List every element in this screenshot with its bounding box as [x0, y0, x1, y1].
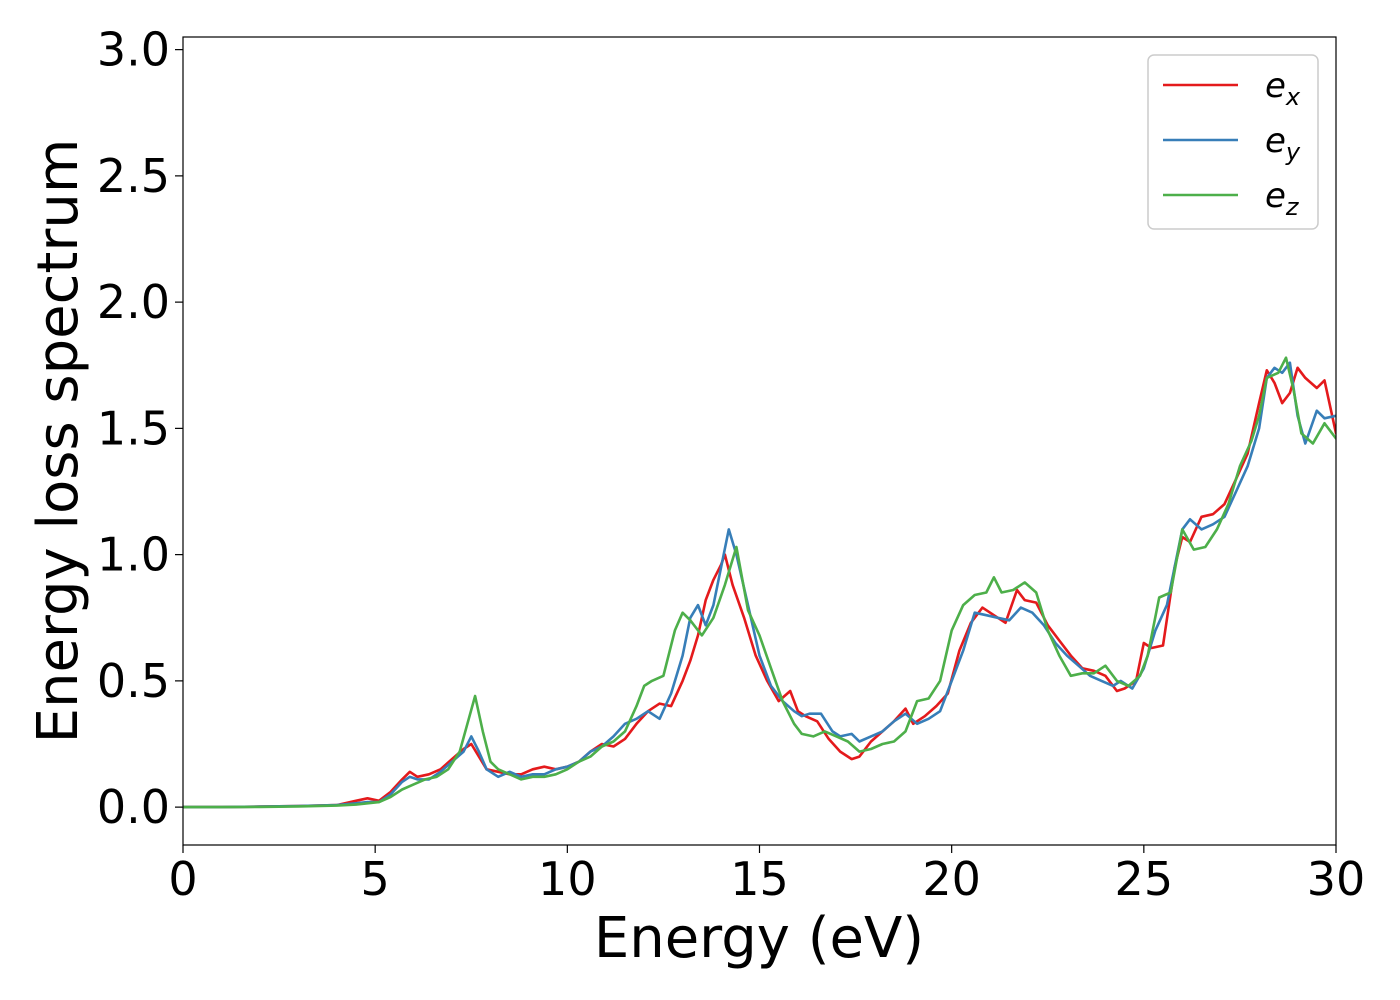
- legend-box: [1147, 54, 1319, 230]
- y-axis: 0.0 0.5 1.0 1.5 2.0 2.5 3.0: [97, 23, 183, 834]
- x-tick-label: 15: [730, 852, 789, 906]
- y-tick-label: 1.5: [97, 401, 170, 455]
- x-axis: 0 5 10 15 20 25 30: [168, 845, 1365, 906]
- legend-label-x: ex: [1265, 66, 1301, 111]
- y-tick-label: 2.5: [97, 149, 170, 203]
- plot-area: [183, 37, 1336, 845]
- x-tick-label: 20: [922, 852, 981, 906]
- x-tick-label: 0: [168, 852, 197, 906]
- y-tick-label: 0.0: [97, 780, 170, 834]
- x-axis-title: Energy (eV): [594, 906, 924, 971]
- y-tick-label: 0.5: [97, 654, 170, 708]
- legend-label-z: ez: [1265, 176, 1300, 221]
- x-tick-label: 25: [1115, 852, 1174, 906]
- y-tick-label: 1.0: [97, 528, 170, 582]
- series-layer: [183, 356, 1336, 809]
- x-tick-label: 10: [538, 852, 597, 906]
- x-tick-label: 5: [361, 852, 390, 906]
- y-axis-title: Energy loss spectrum: [26, 139, 91, 744]
- legend: ex ey ez: [1147, 54, 1319, 230]
- y-tick-label: 3.0: [97, 23, 170, 77]
- legend-label-y: ey: [1265, 121, 1301, 166]
- y-tick-label: 2.0: [97, 275, 170, 329]
- series-line-z: [183, 356, 1336, 809]
- x-tick-label: 30: [1307, 852, 1366, 906]
